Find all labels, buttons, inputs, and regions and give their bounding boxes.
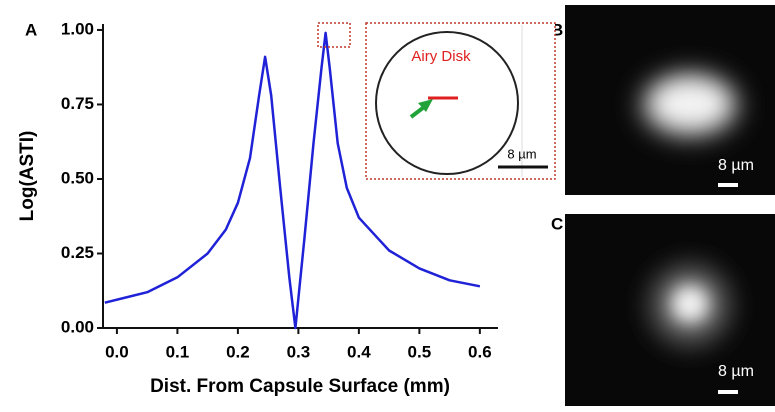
- x-tick-label: 0.5: [408, 342, 432, 361]
- airy-disk: [375, 31, 519, 175]
- y-tick-label: 0.00: [61, 317, 94, 336]
- y-tick-label: 0.50: [61, 168, 94, 187]
- zoom-box: [317, 22, 351, 48]
- panel-label: A: [25, 20, 37, 39]
- y-tick-label: 1.00: [61, 19, 94, 38]
- y-tick-label: 0.75: [61, 94, 94, 113]
- x-tick-label: 0.4: [347, 342, 371, 361]
- spot: [652, 80, 728, 128]
- spot-core: [679, 293, 701, 315]
- x-tick-label: 0.2: [226, 342, 250, 361]
- y-axis-label: Log(ASTI): [17, 131, 38, 222]
- data-line: [104, 31, 481, 330]
- x-tick-label: 0.3: [287, 342, 311, 361]
- x-axis-label: Dist. From Capsule Surface (mm): [150, 376, 450, 397]
- arrow-head: [418, 99, 433, 112]
- x-tick-label: 0.0: [105, 342, 129, 361]
- scale-label: 8 µm: [507, 146, 536, 161]
- panel-label: C: [551, 214, 563, 233]
- inset: Airy Disk 8 µm: [317, 22, 556, 180]
- scale-label: 8 µm: [718, 363, 754, 380]
- y-tick-label: 0.25: [61, 243, 94, 262]
- scale-label: 8 µm: [718, 157, 754, 174]
- x-tick-label: 0.1: [166, 342, 190, 361]
- inset-label: Airy Disk: [411, 48, 471, 65]
- x-tick-label: 0.6: [468, 342, 492, 361]
